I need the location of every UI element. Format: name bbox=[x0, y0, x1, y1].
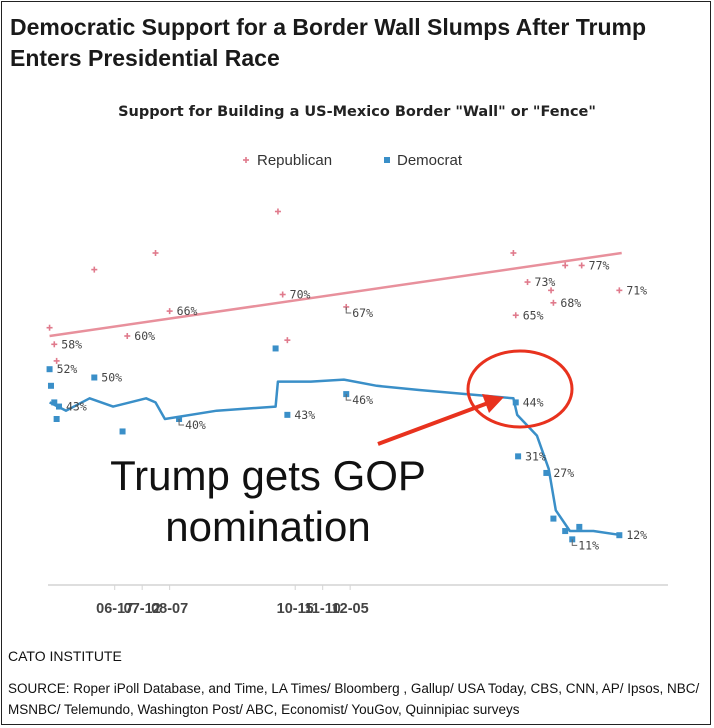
republican-data-label: 58% bbox=[61, 337, 82, 351]
x-tick-label: 08-07 bbox=[151, 601, 188, 617]
democrat-point bbox=[46, 366, 53, 373]
democrat-point bbox=[53, 416, 60, 422]
republican-data-label: 66% bbox=[177, 304, 198, 318]
democrat-point bbox=[562, 528, 569, 535]
republican-point bbox=[510, 250, 517, 256]
democrat-data-label: 43% bbox=[294, 408, 315, 422]
republican-point bbox=[124, 333, 131, 339]
democrat-point bbox=[47, 382, 54, 389]
democrat-point bbox=[55, 403, 62, 410]
republican-point bbox=[166, 308, 173, 315]
democrat-point bbox=[512, 399, 519, 406]
x-tick-label: 07-12 bbox=[124, 601, 161, 617]
democrat-point bbox=[616, 532, 623, 539]
democrat-point bbox=[119, 428, 126, 435]
annotation-arrow-shaft bbox=[377, 401, 489, 446]
republican-data-label: 73% bbox=[535, 275, 556, 289]
annotation-text-line2: nomination bbox=[165, 503, 370, 550]
source-organization: CATO INSTITUTE bbox=[8, 648, 122, 664]
republican-data-label: 60% bbox=[134, 329, 155, 343]
legend-democrat-label: Democrat bbox=[397, 152, 463, 169]
republican-point bbox=[152, 250, 159, 256]
democrat-trend-line bbox=[49, 378, 622, 537]
x-tick-label: 11-10 bbox=[305, 601, 341, 617]
democrat-point bbox=[550, 515, 557, 522]
legend-republican-label: Republican bbox=[257, 152, 332, 169]
democrat-data-label: 52% bbox=[57, 362, 78, 376]
x-tick-label: 12-05 bbox=[332, 601, 369, 617]
republican-point bbox=[46, 324, 53, 331]
republican-point bbox=[274, 208, 281, 215]
democrat-data-label: 31% bbox=[525, 449, 546, 463]
republican-point bbox=[562, 262, 569, 269]
republican-data-label: 77% bbox=[589, 258, 610, 272]
democrat-data-label: 44% bbox=[523, 395, 544, 409]
democrat-data-label: 11% bbox=[578, 538, 599, 552]
republican-point bbox=[53, 357, 60, 364]
republican-data-label: 71% bbox=[626, 283, 647, 297]
democrat-data-label: 40% bbox=[185, 418, 206, 432]
republican-data-label: 67% bbox=[352, 306, 373, 320]
data-label-leader bbox=[571, 539, 578, 546]
data-label-leader bbox=[178, 419, 185, 426]
republican-point bbox=[524, 279, 531, 286]
x-tick-label: 06-17 bbox=[96, 601, 133, 617]
democrat-data-label: 43% bbox=[66, 400, 87, 414]
republican-point bbox=[512, 312, 519, 319]
x-tick-label: 10-15 bbox=[277, 601, 314, 617]
source-note: SOURCE: Roper iPoll Database, and Time, … bbox=[8, 681, 700, 717]
republican-point bbox=[616, 287, 623, 294]
democrat-data-label: 27% bbox=[553, 466, 574, 480]
republican-point bbox=[548, 287, 555, 294]
republican-data-label: 65% bbox=[523, 308, 544, 322]
republican-data-label: 70% bbox=[290, 288, 311, 302]
republican-trend-line bbox=[49, 251, 622, 338]
annotation-text-line1: Trump gets GOP bbox=[110, 452, 426, 499]
republican-point bbox=[578, 262, 585, 269]
democrat-point bbox=[51, 399, 58, 406]
republican-point bbox=[91, 266, 98, 273]
democrat-point bbox=[576, 523, 583, 530]
highlight-ellipse bbox=[466, 349, 574, 429]
data-label-leader bbox=[345, 394, 352, 401]
republican-point bbox=[550, 299, 557, 306]
republican-data-label: 68% bbox=[560, 296, 581, 310]
republican-point bbox=[284, 337, 291, 344]
democrat-point bbox=[272, 345, 279, 352]
republican-point bbox=[279, 291, 286, 298]
democrat-data-label: 12% bbox=[626, 528, 647, 542]
page-headline: Democratic Support for a Border Wall Slu… bbox=[10, 14, 646, 71]
democrat-point bbox=[91, 374, 98, 381]
legend-republican-marker bbox=[243, 157, 249, 163]
democrat-point bbox=[284, 411, 291, 418]
democrat-point bbox=[543, 469, 550, 476]
legend-democrat-marker bbox=[384, 157, 390, 163]
annotation-arrow-head bbox=[482, 394, 504, 413]
democrat-data-label: 50% bbox=[101, 371, 122, 385]
data-label-leader bbox=[345, 306, 352, 314]
chart-title: Support for Building a US-Mexico Border … bbox=[118, 104, 596, 120]
democrat-data-label: 46% bbox=[352, 393, 373, 407]
democrat-point bbox=[515, 453, 522, 460]
republican-point bbox=[51, 341, 58, 348]
